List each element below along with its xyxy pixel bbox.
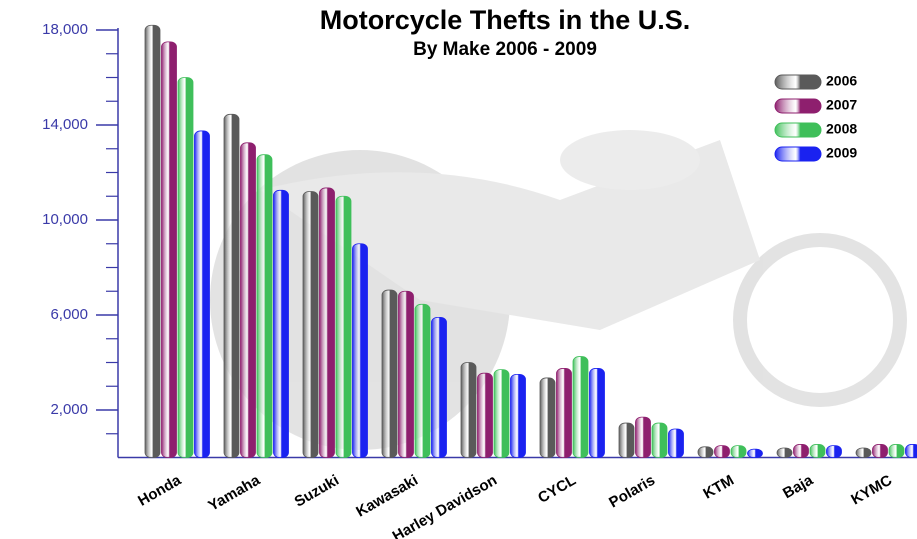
y-tick-label: 14,000 bbox=[42, 116, 88, 133]
y-tick-label: 2,000 bbox=[50, 401, 88, 418]
bar bbox=[539, 377, 556, 458]
x-tick-label: Kawasaki bbox=[353, 472, 421, 521]
legend-swatch bbox=[774, 98, 822, 114]
legend-swatch bbox=[774, 146, 822, 162]
x-tick-label: Baja bbox=[780, 471, 817, 502]
bar bbox=[477, 372, 493, 458]
legend-label: 2007 bbox=[826, 97, 857, 113]
bar bbox=[635, 416, 651, 458]
bar bbox=[398, 290, 414, 458]
bar bbox=[144, 24, 161, 458]
bar bbox=[589, 368, 605, 458]
bar bbox=[319, 187, 335, 458]
bar bbox=[240, 142, 256, 458]
bar bbox=[161, 41, 177, 458]
bar bbox=[668, 428, 684, 458]
bar bbox=[872, 444, 888, 458]
bar bbox=[714, 445, 730, 458]
legend-swatch bbox=[774, 122, 822, 138]
bar bbox=[510, 373, 526, 458]
bar bbox=[747, 448, 763, 458]
bar bbox=[651, 422, 668, 458]
bar bbox=[618, 422, 635, 458]
y-tick-label: 18,000 bbox=[42, 21, 88, 38]
bar bbox=[556, 368, 572, 458]
legend-label: 2009 bbox=[826, 145, 857, 161]
x-tick-label: Honda bbox=[135, 471, 184, 509]
x-tick-label: CYCL bbox=[535, 472, 579, 507]
y-tick-label: 10,000 bbox=[42, 211, 88, 228]
x-tick-label: KYMC bbox=[848, 472, 895, 509]
legend-swatch bbox=[774, 74, 822, 90]
legend-label: 2006 bbox=[826, 73, 857, 89]
x-tick-label: Yamaha bbox=[205, 471, 263, 514]
bar bbox=[793, 444, 809, 458]
bar bbox=[809, 444, 826, 458]
y-tick-label: 6,000 bbox=[50, 306, 88, 323]
legend-label: 2008 bbox=[826, 121, 857, 137]
bar bbox=[414, 303, 431, 458]
bar bbox=[194, 130, 210, 458]
bar bbox=[572, 356, 589, 458]
x-tick-label: KTM bbox=[700, 472, 737, 503]
bar bbox=[493, 369, 510, 458]
bar bbox=[888, 444, 905, 458]
chart-title: Motorcycle Thefts in the U.S. bbox=[320, 5, 691, 35]
bar bbox=[273, 189, 289, 458]
bar bbox=[697, 446, 714, 458]
bar bbox=[905, 444, 917, 458]
x-tick-label: Polaris bbox=[606, 472, 658, 512]
bar bbox=[177, 77, 194, 458]
bar bbox=[381, 289, 398, 458]
bar bbox=[223, 113, 240, 458]
bar bbox=[352, 243, 368, 458]
bar bbox=[855, 447, 872, 458]
bar bbox=[730, 445, 747, 458]
bar bbox=[431, 316, 447, 458]
bar bbox=[460, 362, 477, 458]
bar bbox=[335, 195, 352, 458]
bar bbox=[256, 154, 273, 458]
bar bbox=[302, 191, 319, 458]
chart-subtitle: By Make 2006 - 2009 bbox=[413, 39, 597, 60]
bar bbox=[776, 447, 793, 458]
x-tick-label: Suzuki bbox=[292, 472, 342, 511]
bar bbox=[826, 445, 842, 458]
